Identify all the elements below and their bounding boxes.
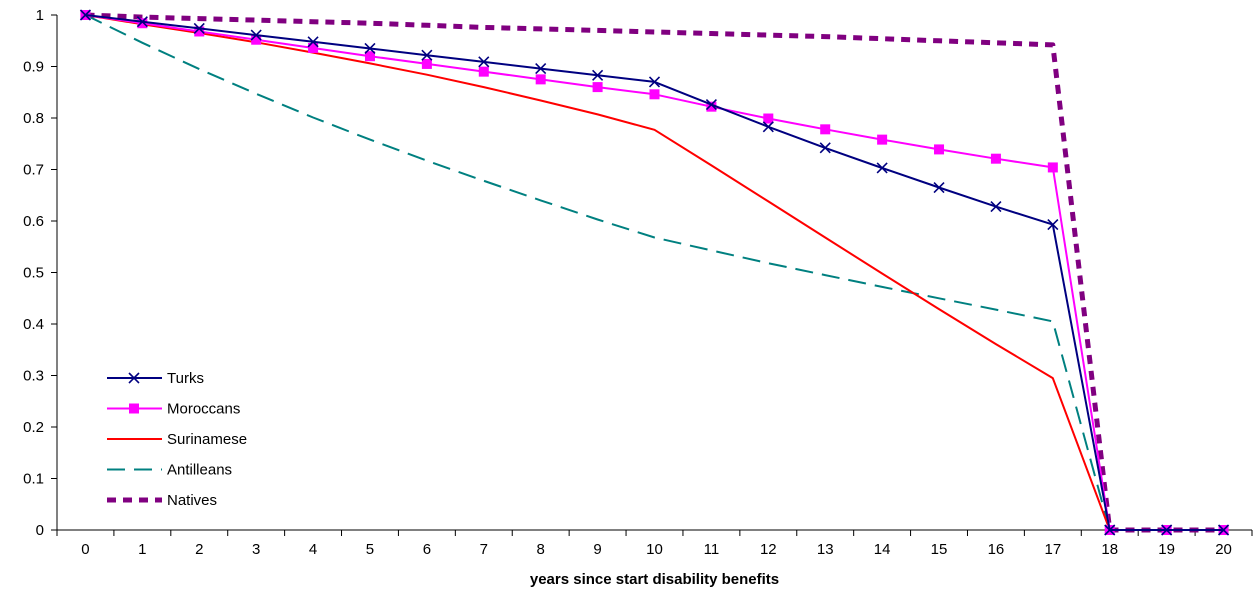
x-tick-label: 9 (593, 541, 601, 558)
data-point-turks (250, 29, 262, 41)
data-point-moroccans (592, 82, 603, 93)
x-tick-label: 12 (760, 541, 777, 558)
series-line-natives (85, 12, 1224, 533)
legend-item-turks: Turks (107, 370, 204, 387)
legend-label: Natives (167, 492, 217, 509)
legend-label: Antilleans (167, 462, 232, 479)
x-tick-label: 18 (1101, 541, 1118, 558)
x-tick-label: 11 (704, 541, 720, 558)
y-tick-label: 0.3 (23, 368, 44, 385)
data-point-moroccans (649, 89, 660, 100)
data-point-moroccans (877, 134, 888, 145)
data-point-turks (535, 62, 547, 75)
y-tick-label: 0.2 (23, 419, 44, 436)
legend-item-antilleans: Antilleans (107, 462, 232, 479)
data-point-turks (762, 121, 774, 133)
data-point-turks (705, 99, 717, 111)
y-tick-label: 0.6 (23, 213, 44, 230)
legend-label: Surinamese (167, 431, 247, 448)
data-point-turks (990, 201, 1002, 213)
series-layer (79, 9, 1230, 536)
x-tick-label: 8 (537, 541, 545, 558)
data-point-turks (876, 162, 888, 174)
y-tick-label: 1 (36, 7, 44, 24)
data-point-moroccans (706, 101, 717, 112)
legend-marker (128, 372, 140, 384)
data-point-turks (1047, 219, 1059, 231)
data-point-turks (307, 36, 319, 48)
legend: Turks Moroccans Surinamese Antilleans Native… (107, 370, 247, 509)
data-point-turks (648, 76, 661, 88)
data-point-moroccans (1047, 162, 1058, 173)
data-point-turks (1104, 524, 1116, 536)
series-line-antilleans (85, 14, 1224, 531)
data-point-moroccans (763, 113, 774, 124)
y-tick-label: 0.7 (23, 162, 44, 179)
x-tick-label: 3 (252, 541, 260, 558)
legend-item-natives: Natives (107, 492, 217, 509)
legend-label: Turks (167, 370, 204, 387)
data-point-turks (1161, 524, 1173, 536)
x-tick-label: 16 (988, 541, 1005, 558)
data-point-turks (933, 181, 945, 194)
x-axis-title: years since start disability benefits (530, 571, 779, 588)
x-tick-label: 14 (874, 541, 891, 558)
series-line-surinamese (85, 14, 1224, 531)
x-tick-label: 7 (480, 541, 488, 558)
legend-item-moroccans: Moroccans (107, 401, 240, 418)
data-point-moroccans (990, 153, 1001, 164)
x-tick-label: 17 (1044, 541, 1061, 558)
x-tick-label: 5 (366, 541, 374, 558)
y-tick-label: 0.4 (23, 316, 44, 333)
y-tick-label: 0.1 (23, 471, 44, 488)
x-tick-label: 6 (423, 541, 431, 558)
y-tick-label: 0.5 (23, 265, 44, 282)
data-point-turks (592, 69, 604, 81)
data-point-moroccans (820, 124, 831, 135)
x-tick-label: 1 (138, 541, 146, 558)
data-point-moroccans (535, 74, 546, 85)
data-point-turks (819, 142, 831, 154)
data-point-moroccans (364, 51, 375, 62)
x-tick-label: 13 (817, 541, 834, 558)
legend-marker (129, 403, 139, 414)
data-point-moroccans (934, 144, 945, 155)
data-point-turks (136, 16, 148, 28)
x-tick-label: 20 (1215, 541, 1232, 558)
data-point-moroccans (137, 18, 148, 29)
data-point-turks (193, 22, 205, 34)
x-tick-label: 10 (646, 541, 663, 558)
data-point-turks (1217, 524, 1230, 536)
data-point-turks (421, 49, 433, 61)
data-point-moroccans (421, 58, 432, 69)
legend-item-surinamese: Surinamese (107, 431, 247, 448)
data-point-moroccans (308, 42, 319, 53)
data-point-moroccans (251, 34, 262, 45)
data-point-turks (79, 9, 92, 21)
y-ticks: 0 0.1 0.2 0.3 0.4 0.5 0.6 0.7 0.8 0.9 1 (23, 7, 57, 539)
data-point-moroccans (194, 26, 205, 37)
data-point-moroccans (478, 66, 489, 77)
x-tick-label: 19 (1158, 541, 1175, 558)
data-point-turks (478, 56, 490, 68)
x-tick-label: 0 (81, 541, 89, 558)
x-tick-label: 15 (931, 541, 948, 558)
y-tick-label: 0.9 (23, 59, 44, 76)
data-point-turks (364, 42, 376, 55)
x-tick-label: 2 (195, 541, 203, 558)
y-tick-label: 0.8 (23, 110, 44, 127)
legend-label: Moroccans (167, 401, 240, 418)
x-tick-label: 4 (309, 541, 317, 558)
y-tick-label: 0 (36, 522, 44, 539)
x-ticks: 0 1 2 3 4 5 6 7 8 9 10 11 12 13 14 15 16 17 18 19 20 (56, 530, 1253, 558)
